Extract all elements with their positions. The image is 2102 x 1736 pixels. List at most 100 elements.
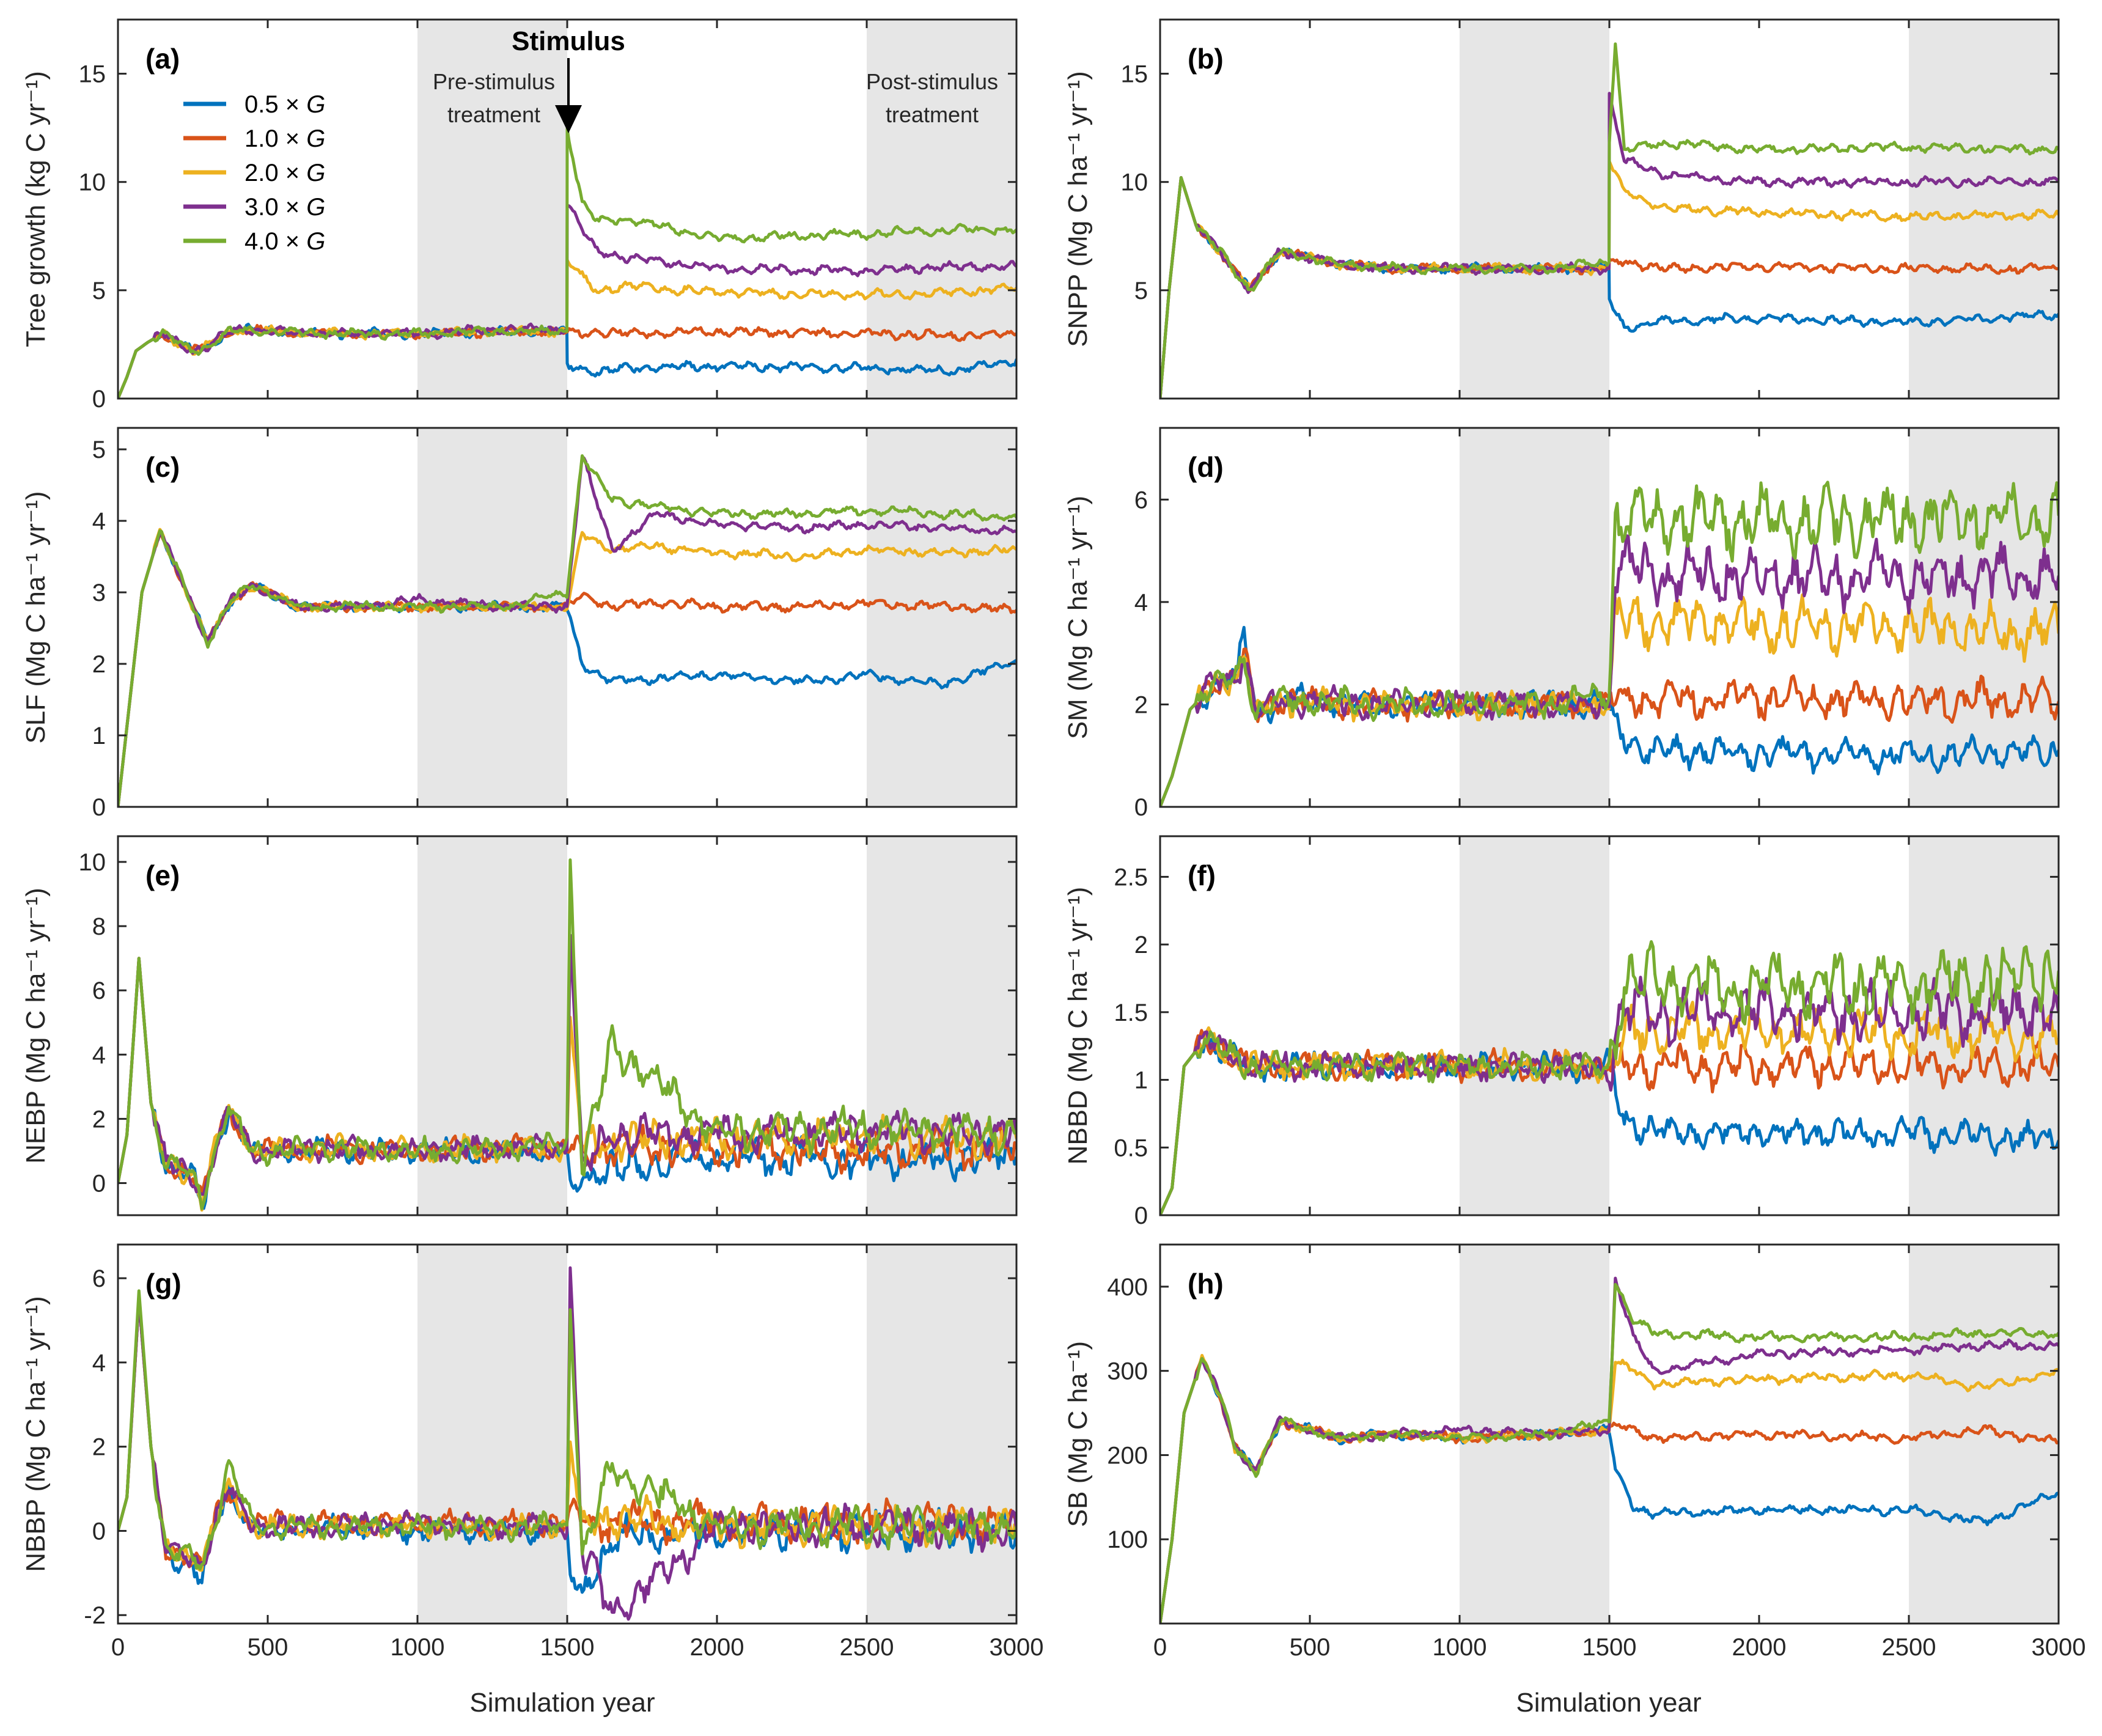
panel-label-g: (g): [145, 1268, 182, 1300]
legend-entry-italic: G: [306, 228, 325, 255]
pre-stimulus-annotation-line2: treatment: [447, 102, 540, 127]
series-line-c-4_0: [118, 454, 1016, 807]
y-tick-label: 2: [92, 1106, 106, 1133]
y-axis-label-c: SLF (Mg C ha⁻¹ yr⁻¹): [21, 491, 51, 743]
y-tick-label: 3: [92, 579, 106, 606]
x-tick-label: 3000: [990, 1634, 1044, 1661]
y-tick-label: 0: [92, 1518, 106, 1545]
panel-b: 5 10 15 SNPP (Mg C ha⁻¹ yr⁻¹) (b): [1063, 18, 2060, 400]
y-tick-label: 2.5: [1114, 864, 1148, 891]
y-axis-label-h: SB (Mg C ha⁻¹): [1063, 1341, 1093, 1527]
x-tick-label: 500: [248, 1634, 288, 1661]
legend-entry: 2.0 × G: [244, 160, 325, 186]
series-line-b-4_0: [1160, 42, 2059, 399]
y-axis-label-b: SNPP (Mg C ha⁻¹ yr⁻¹): [1063, 71, 1093, 347]
x-tick-label: 1000: [391, 1634, 445, 1661]
y-tick-label: 0: [92, 386, 106, 413]
y-tick-label: -2: [84, 1602, 106, 1629]
x-axis-label-left: Simulation year: [469, 1688, 655, 1718]
legend-entry-italic: G: [306, 125, 325, 152]
y-axis-label-d: SM (Mg C ha⁻¹ yr⁻¹): [1063, 496, 1093, 739]
y-tick-label: 6: [1134, 487, 1148, 513]
panel-label-h: (h): [1188, 1268, 1224, 1300]
series-line-e-4_0: [118, 858, 1016, 1210]
legend-entry-italic: G: [306, 91, 325, 118]
y-tick-label: 2: [92, 651, 106, 678]
legend: 0.5 × G 1.0 × G 2.0 × G 3.0 × G 4.0 × G: [183, 91, 325, 255]
series-group-b: [1160, 42, 2059, 399]
y-tick-label: 15: [1121, 61, 1148, 88]
y-axis-label-f: NBBD (Mg C ha⁻¹ yr⁻¹): [1063, 887, 1093, 1165]
series-group-e: [118, 858, 1016, 1212]
y-tick-label: 4: [92, 1042, 106, 1068]
x-tick-label: 2500: [840, 1634, 894, 1661]
y-tick-label: 10: [79, 169, 106, 196]
y-tick-label: 0: [92, 1170, 106, 1197]
series-line-g-4_0: [118, 1289, 1016, 1571]
y-tick-label: 6: [92, 977, 106, 1004]
y-tick-label: 2: [1134, 691, 1148, 718]
y-tick-label: 1.5: [1114, 999, 1148, 1026]
series-group-d: [1160, 480, 2059, 807]
panel-label-b: (b): [1188, 43, 1224, 75]
x-tick-label: 2000: [1732, 1634, 1787, 1661]
series-line-f-3_0: [1160, 976, 2059, 1215]
shaded-region-b-1: [1909, 20, 2059, 399]
pre-stimulus-annotation-line1: Pre-stimulus: [433, 69, 555, 94]
shaded-region-c-0: [417, 428, 567, 807]
x-tick-label: 0: [111, 1634, 125, 1661]
series-group-c: [118, 454, 1016, 807]
series-line-d-4_0: [1160, 480, 2059, 807]
y-tick-label: 400: [1107, 1274, 1148, 1301]
shaded-region-d-0: [1460, 428, 1609, 807]
legend-entry: 1.0 × G: [244, 125, 325, 152]
y-tick-label: 0.5: [1114, 1135, 1148, 1161]
panel-a: 0 5 10 15 Tree growth (kg C yr⁻¹) (a): [21, 18, 1018, 413]
shaded-region-g-0: [417, 1245, 567, 1624]
panel-label-d: (d): [1188, 451, 1224, 483]
series-line-c-3_0: [118, 455, 1016, 807]
y-axis-label-a: Tree growth (kg C yr⁻¹): [21, 71, 51, 347]
y-tick-label: 5: [1134, 278, 1148, 304]
y-tick-label: 5: [92, 278, 106, 304]
shaded-region-b-0: [1460, 20, 1609, 399]
annotations: Stimulus Pre-stimulus treatment Post-sti…: [433, 26, 998, 133]
series-line-h-4_0: [1160, 1282, 2059, 1624]
series-group-a: [118, 127, 1016, 399]
y-tick-label: 300: [1107, 1358, 1148, 1385]
x-tick-label: 1000: [1433, 1634, 1487, 1661]
y-tick-label: 15: [79, 61, 106, 88]
panel-label-a: (a): [145, 43, 180, 75]
y-tick-label: 4: [92, 1350, 106, 1377]
y-tick-label: 0: [1134, 1202, 1148, 1229]
y-tick-label: 6: [92, 1265, 106, 1292]
legend-entry-italic: G: [306, 194, 325, 221]
series-line-f-4_0: [1160, 940, 2059, 1215]
series-group-g: [118, 1266, 1016, 1621]
legend-entry: 4.0 × G: [244, 228, 325, 255]
x-tick-label: 2500: [1882, 1634, 1936, 1661]
series-line-e-3_0: [118, 933, 1016, 1196]
y-tick-label: 4: [1134, 589, 1148, 616]
x-tick-label: 2000: [690, 1634, 744, 1661]
series-group-f: [1160, 940, 2059, 1215]
stimulus-arrow-head-icon: [555, 105, 582, 133]
legend-entry-italic: G: [306, 160, 325, 186]
panel-label-c: (c): [145, 451, 180, 483]
post-stimulus-annotation-line2: treatment: [886, 102, 979, 127]
panel-label-e: (e): [145, 859, 180, 891]
y-tick-label: 10: [1121, 169, 1148, 196]
panel-d: 0 2 4 6 SM (Mg C ha⁻¹ yr⁻¹) (d): [1063, 427, 2060, 821]
legend-entry: 0.5 × G: [244, 91, 325, 118]
y-tick-label: 100: [1107, 1526, 1148, 1553]
y-tick-label: 8: [92, 913, 106, 940]
y-tick-label: 2: [92, 1434, 106, 1461]
y-axis-label-g: NBBP (Mg C ha⁻¹ yr⁻¹): [21, 1296, 51, 1572]
y-tick-label: 0: [92, 794, 106, 821]
y-axis-label-e: NEBP (Mg C ha⁻¹ yr⁻¹): [21, 888, 51, 1163]
shaded-region-g-1: [867, 1245, 1016, 1624]
panel-e: 0 2 4 6 8 10 NEBP (Mg C ha⁻¹ yr⁻¹) (e): [21, 835, 1018, 1216]
x-tick-label: 3000: [2032, 1634, 2086, 1661]
